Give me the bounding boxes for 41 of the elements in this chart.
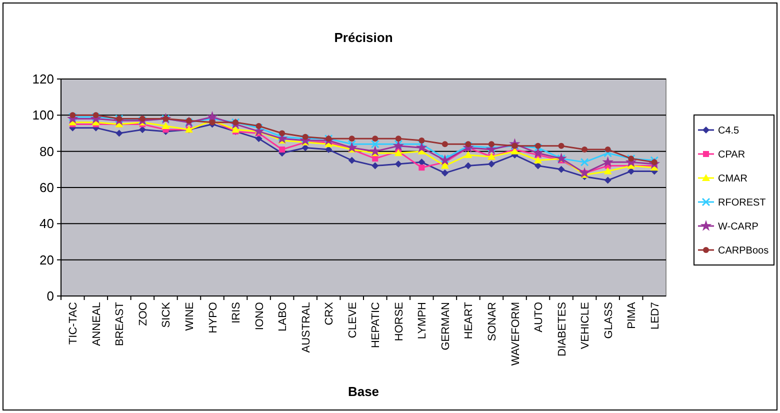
x-tick-label: HYPO: [207, 302, 220, 334]
x-tick-label: IONO: [254, 302, 266, 330]
y-tick-label: 20: [40, 252, 54, 268]
x-tick-label: PIMA: [626, 301, 638, 329]
x-tick-label: GERMAN: [440, 302, 452, 350]
y-tick-label: 60: [40, 180, 54, 196]
x-tick-label: WINE: [184, 302, 196, 331]
x-tick-label: ZOO: [137, 302, 150, 326]
legend-label: CPAR: [718, 150, 746, 160]
x-tick-label: DIABETES: [556, 302, 568, 356]
x-tick-label: HEPATIC: [370, 302, 382, 348]
x-tick-label: SICK: [160, 301, 173, 328]
x-tick-label: LED7: [649, 302, 662, 330]
x-tick-label: LYMPH: [416, 302, 429, 340]
x-tick-label: HEART: [463, 302, 476, 340]
x-tick-label: HORSE: [393, 302, 406, 342]
x-axis-title: Base: [348, 384, 380, 399]
x-tick-label: TIC-TAC: [68, 302, 80, 345]
x-tick-label: GLASS: [602, 302, 615, 339]
y-tick-label: 40: [40, 216, 54, 232]
y-tick-label: 80: [40, 144, 54, 159]
y-tick-label: 100: [32, 108, 54, 123]
x-tick-label: BREAST: [114, 302, 126, 346]
x-tick-label: AUSTRAL: [300, 302, 312, 353]
x-tick-label: LABO: [277, 302, 290, 332]
x-tick-label: SONAR: [486, 302, 498, 342]
y-tick-label: 120: [32, 72, 54, 87]
legend-label: CARPBoos: [718, 246, 769, 256]
x-tick-label: WAVEFORM: [510, 302, 522, 366]
legend-label: C4.5: [718, 126, 740, 136]
x-tick-label: VEHICLE: [580, 302, 592, 350]
x-tick-label: AUTO: [533, 302, 546, 332]
legend-label: CMAR: [718, 174, 748, 184]
legend-label: W-CARP: [718, 222, 759, 232]
y-tick-label: 0: [46, 288, 54, 304]
chart-title: Précision: [334, 30, 393, 45]
legend-label: RFOREST: [718, 198, 766, 208]
x-tick-label: IRIS: [230, 302, 243, 324]
x-tick-label: CLEVE: [346, 302, 359, 338]
x-tick-label: CRX: [324, 301, 336, 326]
x-tick-label: ANNEAL: [90, 302, 103, 346]
